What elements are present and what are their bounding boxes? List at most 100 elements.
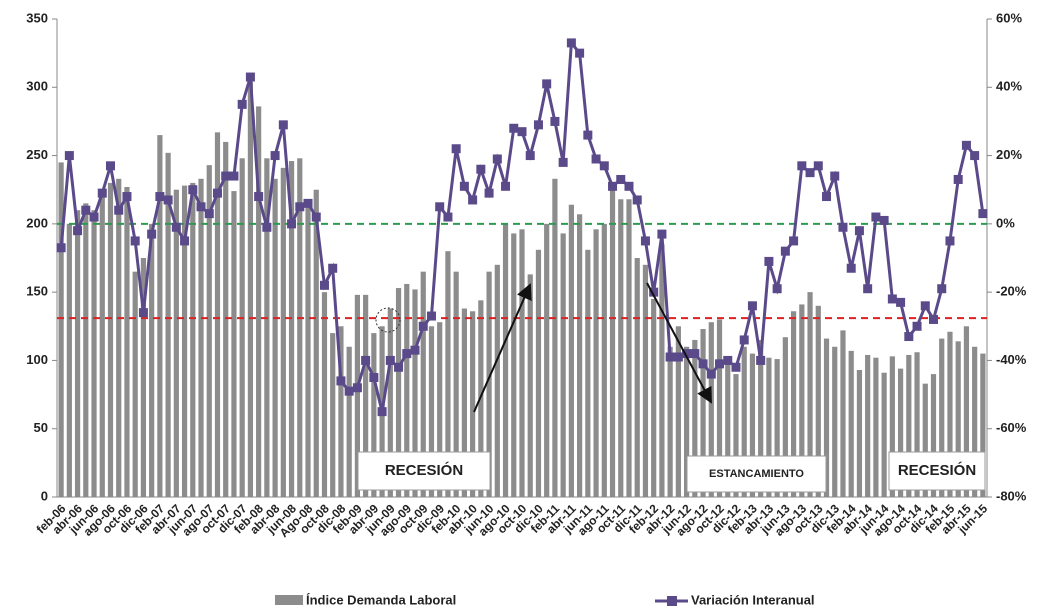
bar bbox=[856, 369, 863, 497]
bar bbox=[708, 322, 714, 497]
y2-tick-label: -80% bbox=[996, 488, 1027, 503]
y2-tick-label: 60% bbox=[996, 10, 1022, 25]
line-marker bbox=[550, 116, 560, 126]
bar bbox=[980, 353, 986, 497]
line-marker bbox=[492, 154, 502, 164]
line-marker bbox=[846, 263, 856, 273]
bar bbox=[247, 81, 254, 497]
bar bbox=[116, 178, 122, 497]
y-tick-label: 50 bbox=[34, 420, 48, 435]
bar bbox=[198, 178, 204, 497]
line-marker bbox=[385, 355, 395, 365]
line-marker bbox=[616, 174, 626, 184]
bar bbox=[774, 359, 780, 497]
y2-tick-label: 20% bbox=[996, 147, 1022, 162]
bar bbox=[832, 346, 838, 497]
bar bbox=[371, 333, 377, 497]
line-marker bbox=[459, 181, 469, 191]
line-marker bbox=[756, 355, 766, 365]
bar bbox=[790, 311, 797, 497]
line-marker bbox=[863, 284, 873, 294]
line-marker bbox=[723, 355, 733, 365]
line-marker bbox=[501, 181, 511, 191]
bar bbox=[91, 210, 97, 497]
line-marker bbox=[575, 48, 585, 58]
bar bbox=[437, 322, 443, 497]
bar bbox=[511, 233, 517, 497]
line-marker bbox=[797, 161, 807, 171]
bar bbox=[58, 162, 64, 497]
line-marker bbox=[608, 181, 618, 191]
line-marker bbox=[509, 123, 519, 133]
line-marker bbox=[73, 226, 83, 236]
line-marker bbox=[731, 362, 741, 372]
bar bbox=[214, 132, 221, 497]
line-marker bbox=[838, 222, 848, 232]
line-marker bbox=[435, 202, 445, 212]
bar bbox=[453, 271, 459, 497]
annotation-text: RECESIÓN bbox=[898, 461, 976, 479]
line-marker bbox=[426, 311, 436, 321]
line-marker bbox=[377, 407, 387, 417]
line-marker bbox=[476, 164, 486, 174]
line-marker bbox=[953, 174, 963, 184]
line-marker bbox=[517, 127, 527, 137]
bar bbox=[733, 374, 739, 497]
bar bbox=[330, 333, 336, 497]
bar bbox=[955, 341, 961, 497]
line-marker bbox=[56, 243, 66, 253]
legend-label: Variación Interanual bbox=[691, 592, 815, 607]
bar bbox=[659, 244, 665, 497]
line-marker bbox=[443, 212, 453, 222]
bar bbox=[206, 165, 212, 498]
bar bbox=[807, 292, 813, 497]
bar bbox=[725, 360, 731, 497]
y-tick-label: 100 bbox=[26, 352, 48, 367]
line-marker bbox=[764, 256, 774, 266]
bar bbox=[124, 186, 130, 498]
line-marker bbox=[89, 212, 99, 222]
highlight-circle bbox=[375, 307, 401, 333]
line-marker bbox=[929, 314, 939, 324]
bar bbox=[470, 311, 476, 497]
line-marker bbox=[212, 188, 222, 198]
bar bbox=[585, 249, 591, 497]
line-marker bbox=[418, 321, 428, 331]
bar bbox=[897, 368, 904, 497]
bar bbox=[700, 329, 706, 497]
bar bbox=[264, 158, 270, 497]
line-marker bbox=[245, 72, 255, 82]
line-marker bbox=[558, 157, 568, 167]
bar bbox=[535, 249, 542, 497]
line-marker bbox=[287, 219, 297, 229]
line-marker bbox=[887, 294, 897, 304]
bar bbox=[420, 271, 426, 497]
legend-label: Índice Demanda Laboral bbox=[306, 592, 456, 607]
y-tick-label: 0 bbox=[41, 488, 48, 503]
line-marker bbox=[657, 229, 667, 239]
bar bbox=[782, 337, 788, 497]
line-marker bbox=[706, 369, 716, 379]
bar bbox=[305, 200, 311, 497]
bar bbox=[963, 326, 970, 497]
y2-tick-label: 40% bbox=[996, 79, 1022, 94]
bar bbox=[132, 271, 138, 497]
bar bbox=[527, 274, 533, 497]
line-marker bbox=[945, 236, 955, 246]
line-marker bbox=[114, 205, 124, 215]
line-marker bbox=[896, 297, 906, 307]
bar bbox=[387, 308, 393, 497]
bar bbox=[560, 233, 566, 497]
bar bbox=[618, 199, 624, 497]
bar bbox=[840, 330, 846, 497]
bar bbox=[684, 346, 690, 497]
line-marker bbox=[805, 168, 815, 178]
bar bbox=[972, 346, 978, 497]
line-marker bbox=[698, 359, 708, 369]
bar bbox=[173, 189, 179, 497]
bar bbox=[601, 223, 607, 497]
line-marker bbox=[254, 192, 264, 202]
line-marker bbox=[739, 335, 749, 345]
bar bbox=[865, 354, 871, 497]
line-marker bbox=[319, 280, 329, 290]
